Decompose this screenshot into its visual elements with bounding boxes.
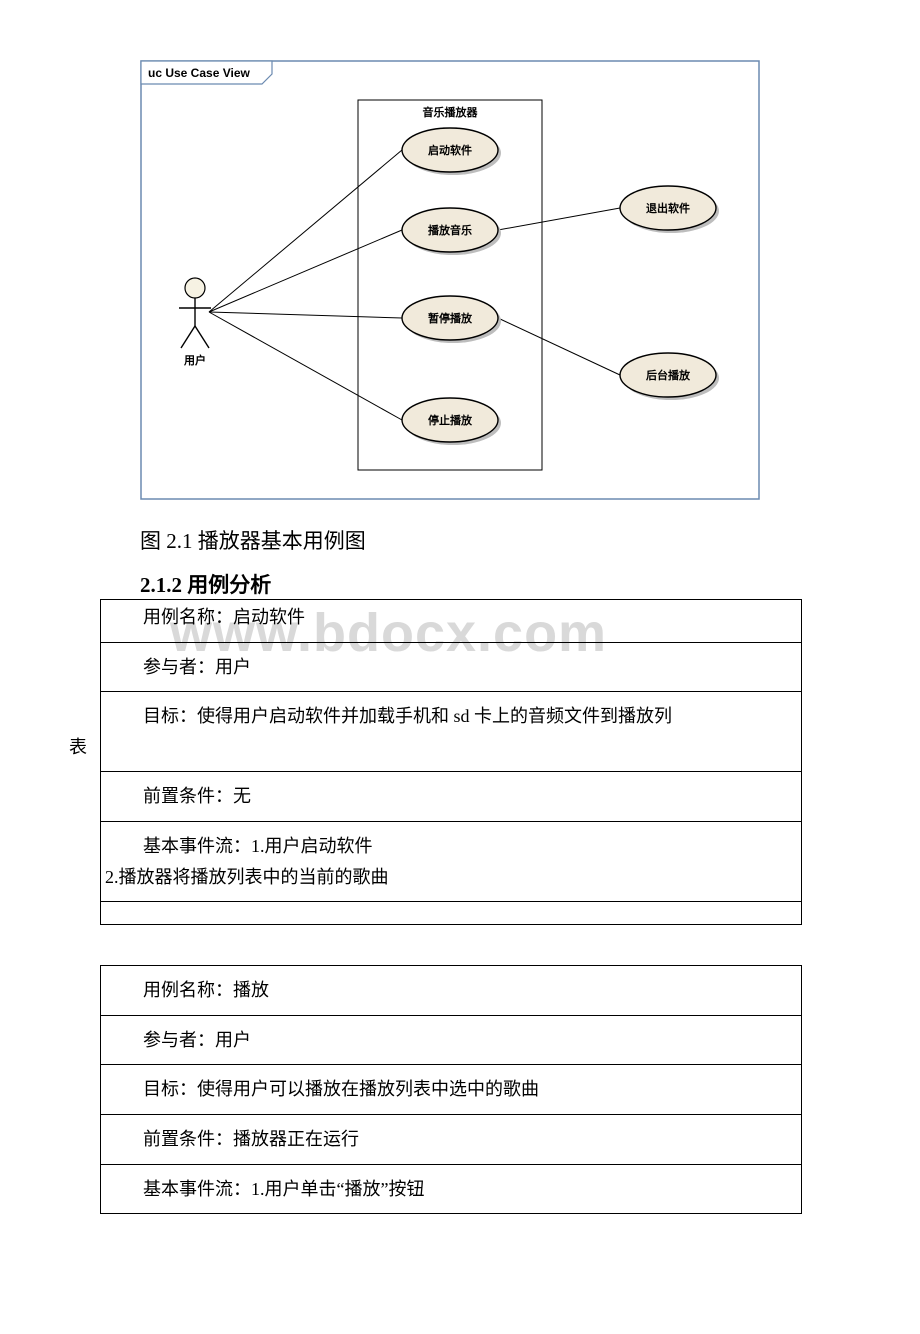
table-row: 基本事件流：1.用户单击“播放”按钮 [101, 1164, 802, 1214]
flow-text: 基本事件流：1.用户启动软件2.播放器将播放列表中的当前的歌曲 [143, 836, 389, 887]
section-title: 2.1.2 用例分析 [140, 569, 820, 599]
table-row: 参与者：用户 [101, 1015, 802, 1065]
table-row [101, 902, 802, 925]
svg-text:用户: 用户 [184, 353, 206, 367]
table-row: 用例名称：播放 [101, 966, 802, 1016]
table-row: 前置条件：播放器正在运行 [101, 1114, 802, 1164]
svg-text:播放音乐: 播放音乐 [428, 223, 472, 237]
svg-text:uc Use Case View: uc Use Case View [148, 66, 251, 80]
svg-text:暂停播放: 暂停播放 [428, 311, 473, 325]
svg-text:退出软件: 退出软件 [646, 201, 690, 215]
table-row: 基本事件流：1.用户启动软件2.播放器将播放列表中的当前的歌曲 [101, 821, 802, 901]
svg-text:启动软件: 启动软件 [428, 143, 472, 157]
svg-text:停止播放: 停止播放 [428, 413, 473, 427]
table-row: 参与者：用户 [101, 642, 802, 692]
usecase-table-1: 用例名称：启动软件 参与者：用户 目标：使得用户启动软件并加载手机和 sd 卡上… [100, 599, 802, 925]
usecase-table-2: 用例名称：播放 参与者：用户 目标：使得用户可以播放在播放列表中选中的歌曲 前置… [100, 965, 802, 1214]
figure-caption: 图 2.1 播放器基本用例图 [140, 525, 820, 555]
svg-text:后台播放: 后台播放 [646, 368, 691, 382]
use-case-svg: uc Use Case View 音乐播放器用户 启动软件播放音乐暂停播放停止播放 退… [140, 60, 760, 500]
table-row: 用例名称：启动软件 [101, 600, 802, 643]
table-row: 目标：使得用户启动软件并加载手机和 sd 卡上的音频文件到播放列表 目标：使得用… [101, 692, 802, 772]
table-row: 前置条件：无 [101, 772, 802, 822]
svg-text:音乐播放器: 音乐播放器 [423, 105, 479, 119]
table-row: 目标：使得用户可以播放在播放列表中选中的歌曲 [101, 1065, 802, 1115]
use-case-diagram: uc Use Case View 音乐播放器用户 启动软件播放音乐暂停播放停止播放 退… [140, 60, 820, 505]
goal-render: 目标：使得用户启动软件并加载手机和 sd 卡上的音频文件到播放列表 [143, 706, 793, 762]
